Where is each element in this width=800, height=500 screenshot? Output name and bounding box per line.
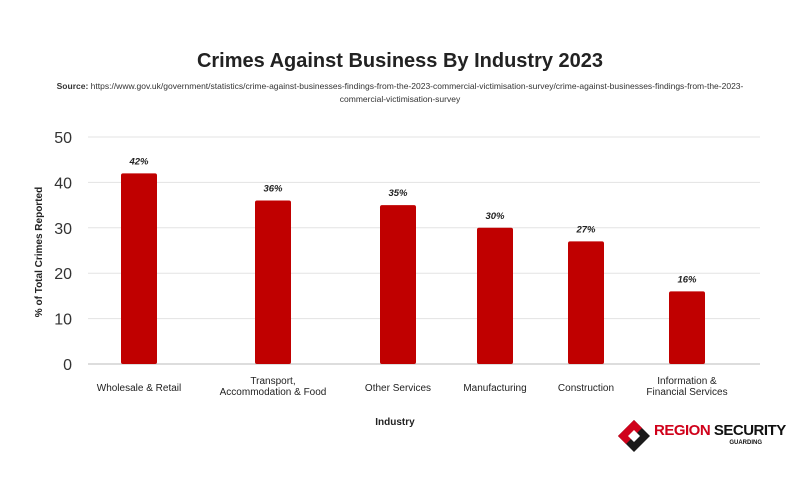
data-label: 16% <box>677 274 697 285</box>
data-label: 42% <box>128 156 149 167</box>
y-tick-label: 50 <box>54 130 72 147</box>
y-tick-label: 30 <box>54 221 72 238</box>
chart-source: Source: https://www.gov.uk/government/st… <box>40 80 760 106</box>
x-tick-label: Construction <box>558 383 614 394</box>
y-tick-label: 10 <box>54 312 72 329</box>
x-tick-label: Accommodation & Food <box>220 387 327 398</box>
y-tick-label: 20 <box>54 266 72 283</box>
logo-diamond-icon <box>618 420 650 452</box>
data-label: 36% <box>263 184 283 195</box>
data-label: 35% <box>388 188 408 199</box>
logo-word-security: SECURITY <box>713 422 786 439</box>
bar <box>121 173 157 364</box>
y-tick-label: 40 <box>54 175 72 192</box>
logo-subtitle: GUARDING <box>729 440 762 446</box>
x-tick-label: Financial Services <box>646 387 727 398</box>
bar <box>380 205 416 364</box>
logo-word-region: REGION <box>654 422 711 439</box>
bar <box>568 241 604 364</box>
logo-text: REGION SECURITY <box>654 422 786 439</box>
bar <box>477 227 513 364</box>
x-tick-label: Information & <box>657 376 717 387</box>
y-tick-label: 0 <box>63 357 72 374</box>
x-tick-label: Transport, <box>250 376 295 387</box>
bar <box>669 291 705 364</box>
brand-logo: REGION SECURITY GUARDING <box>616 418 786 454</box>
data-label: 30% <box>485 211 505 222</box>
source-url: https://www.gov.uk/government/statistics… <box>90 81 744 104</box>
x-tick-label: Wholesale & Retail <box>97 383 181 394</box>
data-label: 27% <box>575 224 596 235</box>
y-axis-label: % of Total Crimes Reported <box>34 187 45 317</box>
x-tick-label: Other Services <box>365 383 431 394</box>
source-label: Source: <box>56 81 89 91</box>
bar <box>255 200 291 364</box>
chart-title: Crimes Against Business By Industry 2023 <box>196 50 604 72</box>
x-tick-label: Manufacturing <box>463 383 526 394</box>
x-axis-label: Industry <box>375 417 415 428</box>
